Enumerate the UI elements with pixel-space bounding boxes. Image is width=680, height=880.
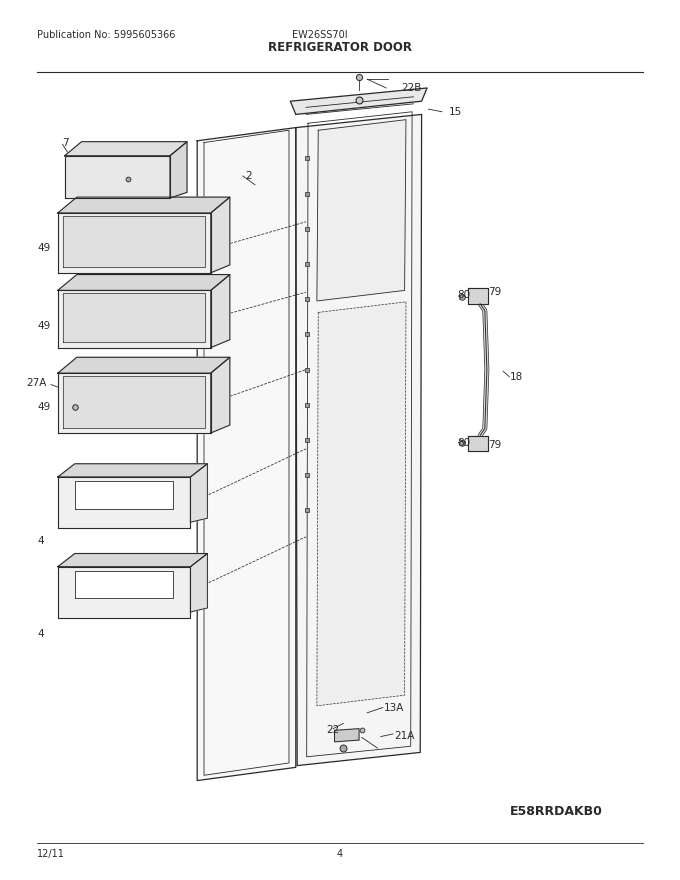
Text: REFRIGERATOR DOOR: REFRIGERATOR DOOR xyxy=(268,41,412,54)
Polygon shape xyxy=(468,288,488,304)
Polygon shape xyxy=(296,114,422,766)
Polygon shape xyxy=(170,142,187,198)
Text: 79: 79 xyxy=(488,287,501,297)
Polygon shape xyxy=(58,290,211,348)
Polygon shape xyxy=(190,554,207,612)
Polygon shape xyxy=(190,464,207,522)
Polygon shape xyxy=(211,357,230,433)
Polygon shape xyxy=(75,571,173,598)
Polygon shape xyxy=(317,302,406,706)
Text: 4: 4 xyxy=(337,848,343,859)
Text: 80: 80 xyxy=(457,437,470,448)
Polygon shape xyxy=(75,481,173,509)
Polygon shape xyxy=(65,142,187,156)
Text: 7: 7 xyxy=(63,137,69,148)
Text: 27A: 27A xyxy=(26,378,46,388)
Polygon shape xyxy=(290,88,427,114)
Text: 13A: 13A xyxy=(384,702,405,713)
Polygon shape xyxy=(58,567,190,618)
Text: 15: 15 xyxy=(449,106,462,117)
Polygon shape xyxy=(58,357,230,373)
Polygon shape xyxy=(335,729,359,742)
Polygon shape xyxy=(65,156,170,198)
Text: 79: 79 xyxy=(488,440,501,451)
Text: 22B: 22B xyxy=(401,83,422,93)
Text: 80: 80 xyxy=(457,290,470,300)
Polygon shape xyxy=(63,216,205,268)
Text: E58RRDAKB0: E58RRDAKB0 xyxy=(510,805,603,818)
Polygon shape xyxy=(58,477,190,528)
Polygon shape xyxy=(468,436,488,451)
Text: 21A: 21A xyxy=(394,730,415,741)
Text: 49: 49 xyxy=(37,320,50,331)
Polygon shape xyxy=(197,128,296,781)
Text: Publication No: 5995605366: Publication No: 5995605366 xyxy=(37,30,175,40)
Text: 4: 4 xyxy=(37,628,44,639)
Text: 2: 2 xyxy=(245,171,252,181)
Polygon shape xyxy=(211,275,230,348)
Polygon shape xyxy=(58,554,207,567)
Text: 49: 49 xyxy=(37,243,50,253)
Polygon shape xyxy=(63,294,205,342)
Polygon shape xyxy=(317,120,406,301)
Polygon shape xyxy=(58,213,211,273)
Text: 18: 18 xyxy=(510,371,523,382)
Text: 12/11: 12/11 xyxy=(37,848,65,859)
Polygon shape xyxy=(63,377,205,428)
Polygon shape xyxy=(58,464,207,477)
Polygon shape xyxy=(58,373,211,433)
Text: 49: 49 xyxy=(37,402,50,413)
Polygon shape xyxy=(58,275,230,290)
Polygon shape xyxy=(58,197,230,213)
Text: 4: 4 xyxy=(37,536,44,546)
Polygon shape xyxy=(211,197,230,273)
Text: 22: 22 xyxy=(326,725,340,736)
Text: EW26SS70I: EW26SS70I xyxy=(292,30,348,40)
